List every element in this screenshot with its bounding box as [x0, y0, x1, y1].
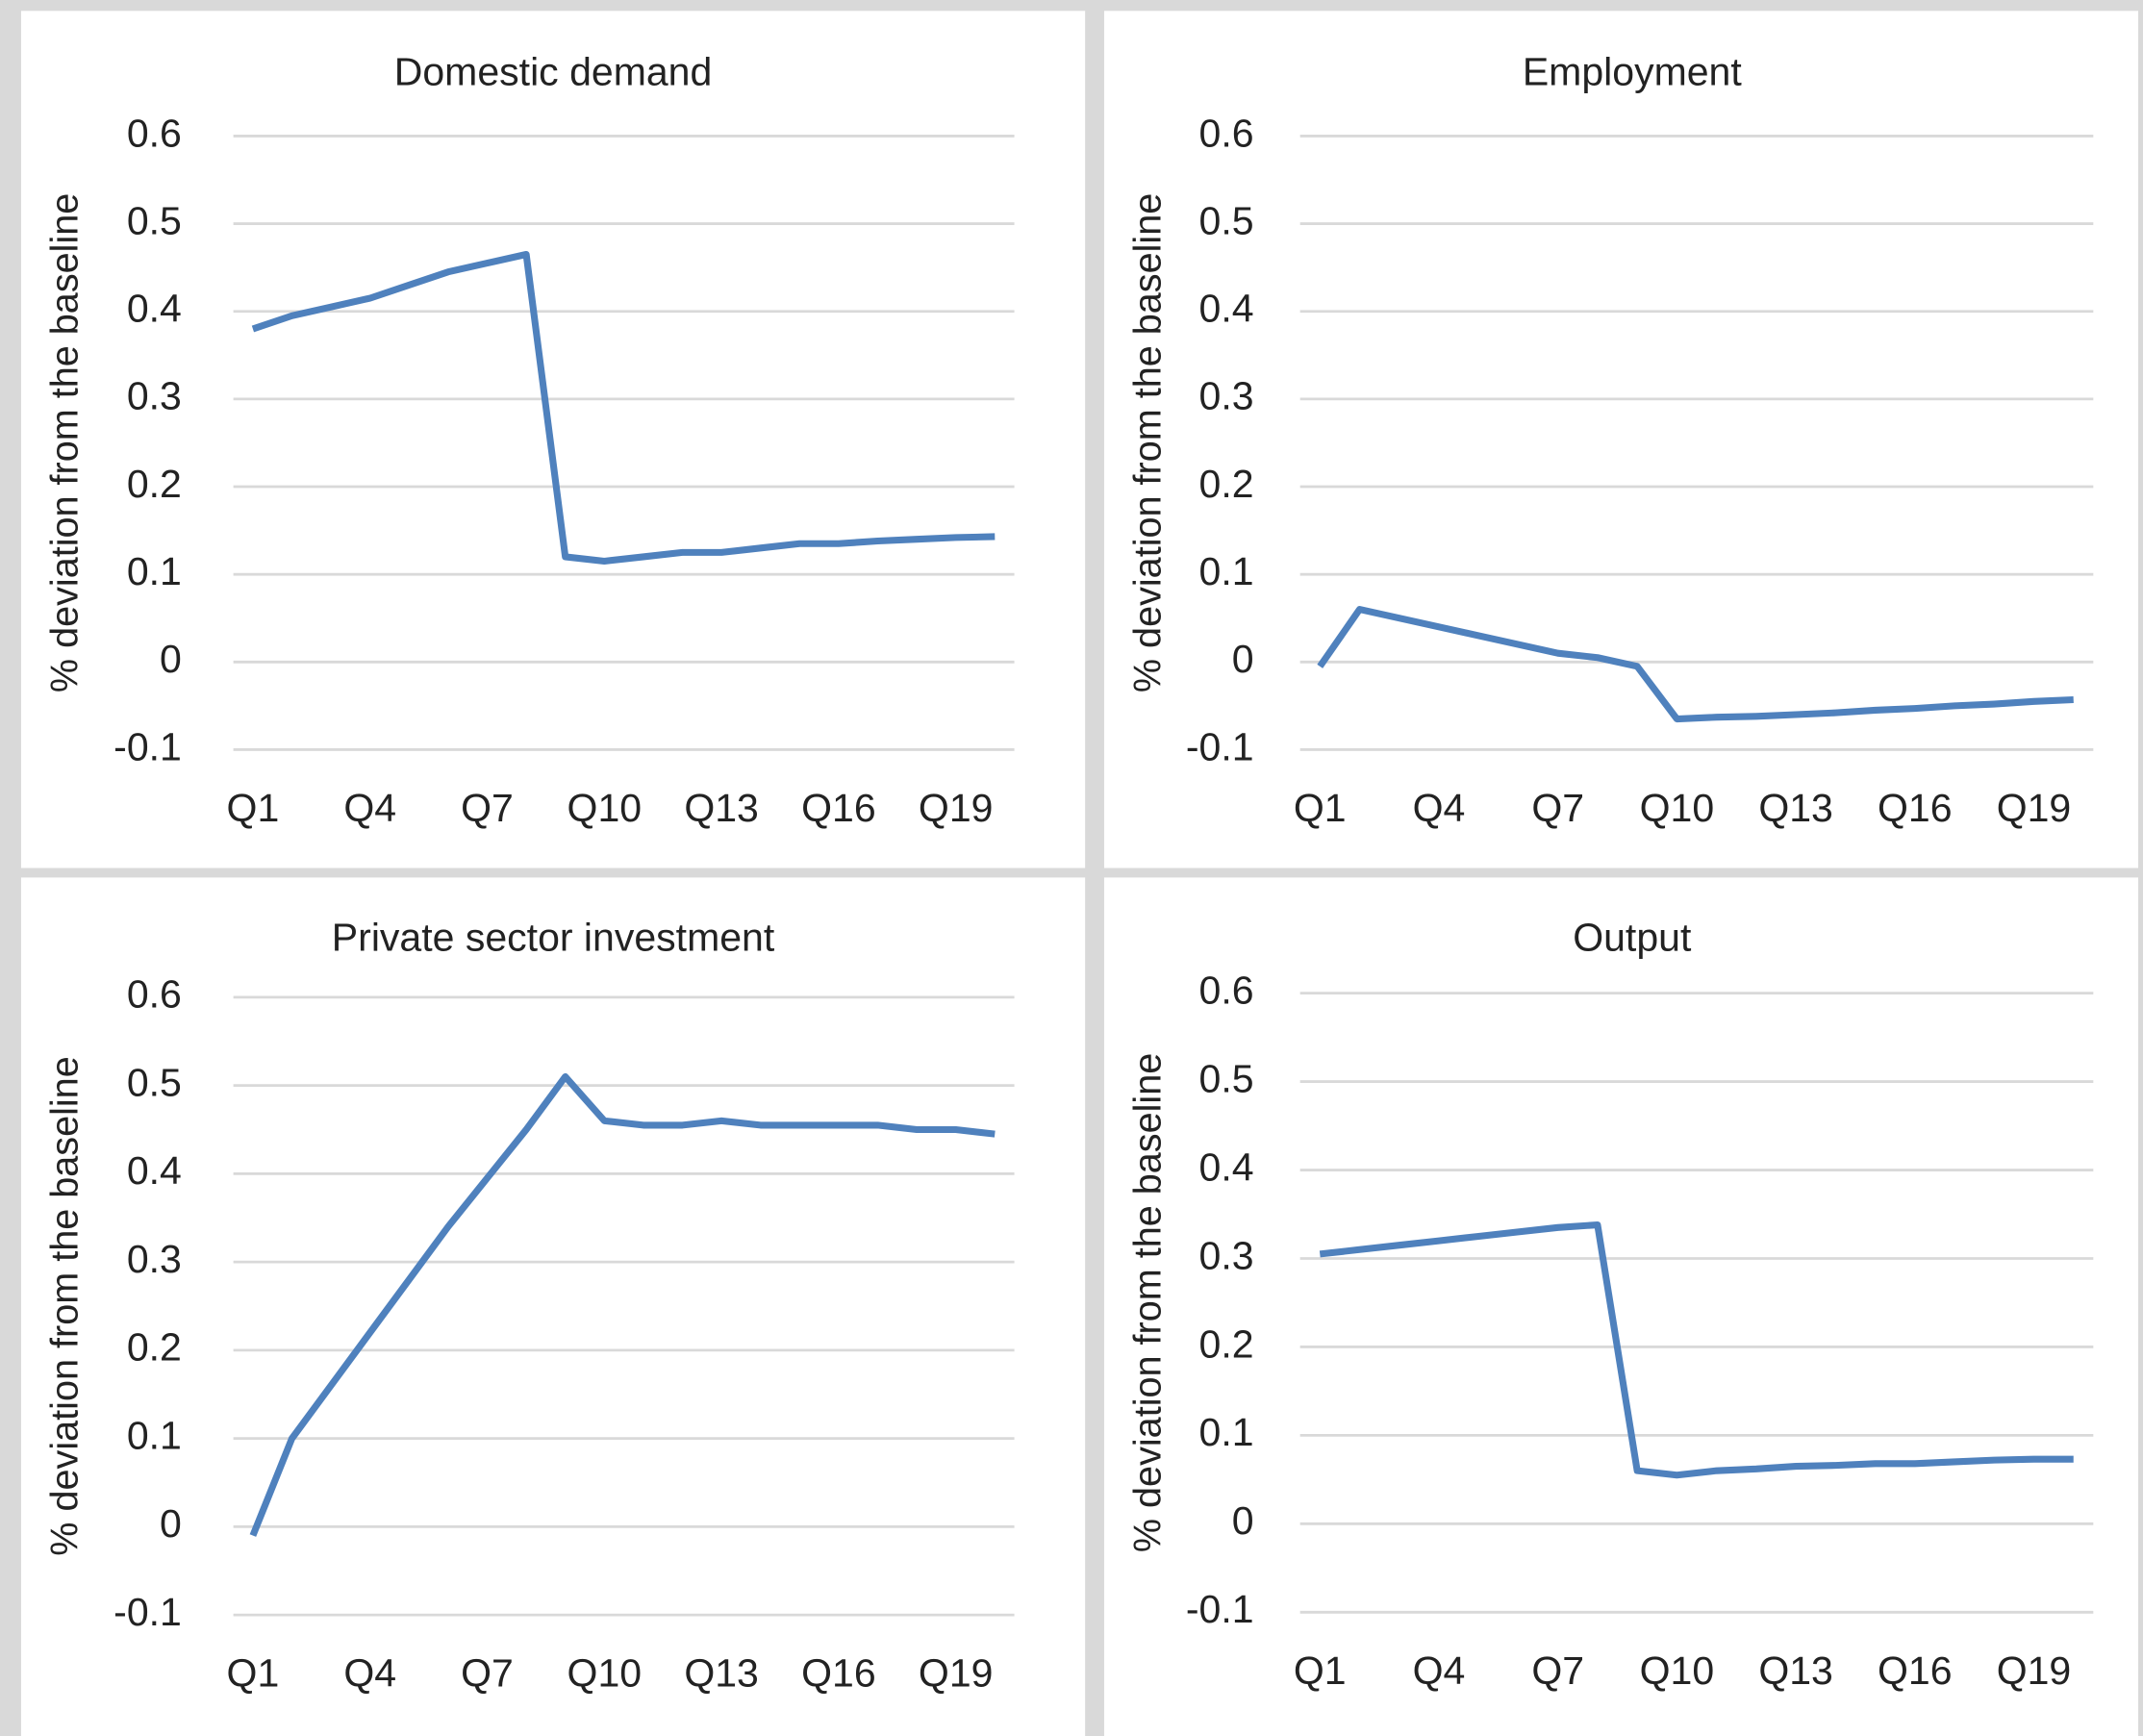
- x-tick-label: Q4: [343, 786, 396, 830]
- y-axis-label: % deviation from the baseline: [43, 1056, 86, 1555]
- y-tick-label: 0.2: [127, 462, 182, 506]
- x-tick-label: Q7: [461, 786, 514, 830]
- y-tick-label: 0.5: [127, 1060, 182, 1104]
- data-line: [249, 1072, 996, 1537]
- x-tick-label: Q19: [919, 786, 994, 830]
- x-tick-label: Q16: [801, 786, 876, 830]
- x-tick-label: Q1: [1294, 786, 1347, 830]
- chart-title: Employment: [1523, 50, 1743, 94]
- y-tick-label: 0.3: [1199, 374, 1254, 418]
- x-tick-label: Q7: [1531, 786, 1584, 830]
- x-tick-label: Q16: [1878, 1648, 1953, 1693]
- y-tick-label: 0.4: [127, 287, 182, 331]
- x-tick-label: Q16: [801, 1651, 876, 1696]
- data-line: [1317, 606, 2074, 723]
- y-tick-label: 0.5: [1199, 1056, 1254, 1100]
- y-tick-label: 0.3: [1199, 1233, 1254, 1277]
- y-tick-label: 0: [160, 637, 182, 681]
- y-tick-label: -0.1: [113, 724, 182, 768]
- x-tick-label: Q19: [1997, 786, 2072, 830]
- y-tick-label: 0.5: [127, 198, 182, 242]
- y-tick-label: 0.6: [127, 972, 182, 1017]
- y-tick-label: 0: [160, 1501, 182, 1546]
- x-tick-label: Q7: [1531, 1648, 1584, 1693]
- x-tick-label: Q4: [1413, 1648, 1466, 1693]
- x-tick-label: Q4: [1413, 786, 1466, 830]
- x-tick-label: Q4: [343, 1651, 396, 1696]
- y-tick-label: 0: [1232, 637, 1254, 681]
- x-tick-label: Q7: [461, 1651, 514, 1696]
- y-tick-label: 0.6: [1199, 111, 1254, 155]
- x-tick-label: Q1: [227, 786, 280, 830]
- x-tick-label: Q1: [227, 1651, 280, 1696]
- x-tick-label: Q10: [567, 1651, 643, 1696]
- y-tick-label: 0.2: [1199, 1321, 1254, 1366]
- y-axis-label: % deviation from the baseline: [43, 193, 86, 692]
- panel: [20, 877, 1086, 1736]
- x-tick-label: Q13: [1758, 786, 1833, 830]
- y-tick-label: -0.1: [113, 1590, 182, 1634]
- data-line: [251, 250, 996, 566]
- y-tick-label: -0.1: [1186, 724, 1254, 768]
- y-tick-label: 0.4: [127, 1148, 182, 1193]
- y-tick-label: 0.1: [127, 549, 182, 593]
- panel: [1103, 877, 2139, 1736]
- x-tick-label: Q10: [567, 786, 643, 830]
- y-tick-label: 0.3: [127, 374, 182, 418]
- y-tick-label: 0.1: [1199, 1410, 1254, 1454]
- y-tick-label: 0.2: [1199, 462, 1254, 506]
- x-tick-label: Q10: [1640, 1648, 1715, 1693]
- x-tick-label: Q19: [919, 1651, 994, 1696]
- x-tick-label: Q13: [684, 1651, 759, 1696]
- y-tick-label: 0.4: [1199, 287, 1254, 331]
- x-tick-label: Q16: [1878, 786, 1953, 830]
- x-tick-label: Q13: [1758, 1648, 1833, 1693]
- x-tick-label: Q19: [1997, 1648, 2072, 1693]
- y-tick-label: 0.1: [1199, 549, 1254, 593]
- x-tick-label: Q10: [1640, 786, 1715, 830]
- y-axis-label: % deviation from the baseline: [1126, 193, 1169, 692]
- x-tick-label: Q13: [684, 786, 759, 830]
- x-tick-label: Q1: [1294, 1648, 1347, 1693]
- y-axis-label: % deviation from the baseline: [1126, 1053, 1169, 1552]
- y-tick-label: 0.3: [127, 1237, 182, 1281]
- y-tick-label: 0.5: [1199, 198, 1254, 242]
- y-tick-label: 0.2: [127, 1325, 182, 1370]
- y-tick-label: 0.1: [127, 1413, 182, 1457]
- chart-title: Private sector investment: [332, 915, 775, 959]
- y-tick-label: 0.4: [1199, 1145, 1254, 1189]
- chart-title: Output: [1573, 915, 1692, 959]
- data-line: [1319, 1221, 2074, 1479]
- chart-title: Domestic demand: [394, 50, 713, 94]
- y-tick-label: 0: [1232, 1498, 1254, 1543]
- y-tick-label: -0.1: [1186, 1587, 1254, 1631]
- y-tick-label: 0.6: [1199, 968, 1254, 1012]
- y-tick-label: 0.6: [127, 111, 182, 155]
- panel: [1103, 11, 2139, 868]
